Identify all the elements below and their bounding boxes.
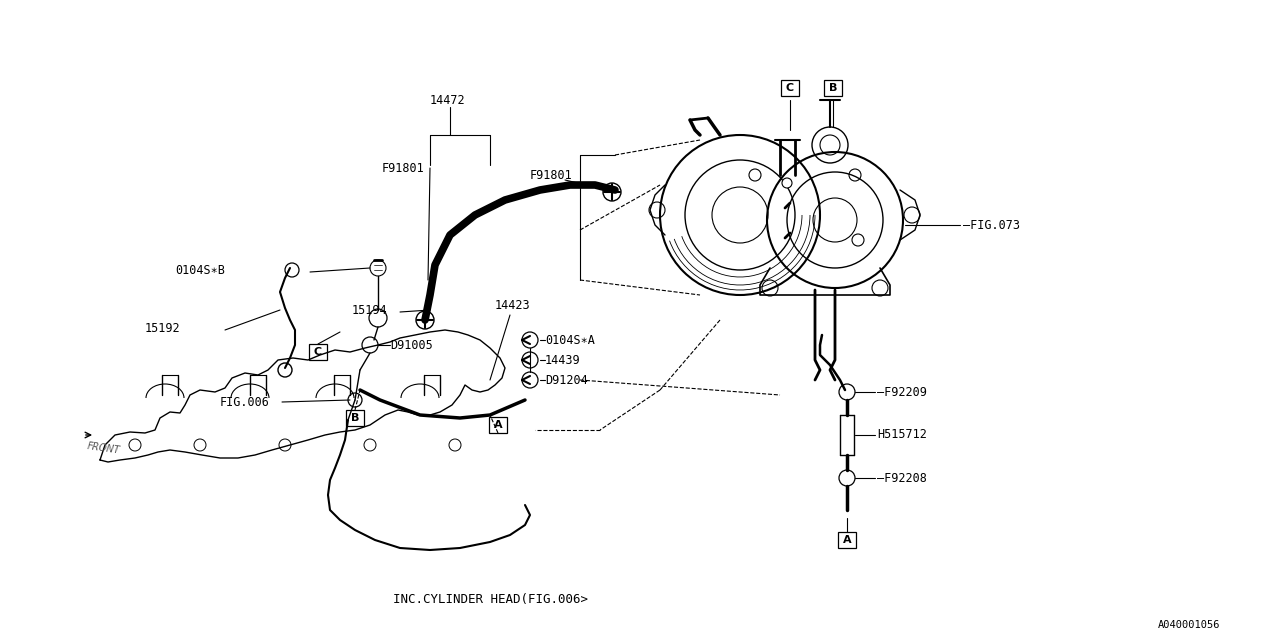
Circle shape <box>416 311 434 329</box>
Circle shape <box>522 372 538 388</box>
Bar <box>838 532 856 548</box>
Text: 15192: 15192 <box>145 321 180 335</box>
Text: D91204: D91204 <box>545 374 588 387</box>
Circle shape <box>522 352 538 368</box>
Text: B: B <box>351 413 360 423</box>
Bar <box>346 410 364 426</box>
Text: —F92209: —F92209 <box>877 385 927 399</box>
Circle shape <box>603 183 621 201</box>
Text: INC.CYLINDER HEAD(FIG.006>: INC.CYLINDER HEAD(FIG.006> <box>393 593 588 607</box>
Text: FIG.006: FIG.006 <box>220 396 270 408</box>
Text: FRONT: FRONT <box>86 441 120 455</box>
Text: —F92208: —F92208 <box>877 472 927 484</box>
Text: B: B <box>829 83 837 93</box>
Text: A: A <box>842 535 851 545</box>
Text: 0104S∗B: 0104S∗B <box>175 264 225 276</box>
Text: C: C <box>786 83 794 93</box>
Text: D91005: D91005 <box>390 339 433 351</box>
Text: 14472: 14472 <box>430 93 466 106</box>
Text: A040001056: A040001056 <box>1157 620 1220 630</box>
Text: F91801: F91801 <box>381 161 425 175</box>
Text: 0104S∗A: 0104S∗A <box>545 333 595 346</box>
Bar <box>489 417 507 433</box>
Text: 14423: 14423 <box>495 298 531 312</box>
Text: A: A <box>494 420 502 430</box>
Circle shape <box>370 260 387 276</box>
Text: F91801: F91801 <box>530 168 572 182</box>
Bar <box>824 80 842 96</box>
Text: —FIG.073: —FIG.073 <box>963 218 1020 232</box>
Text: 15194: 15194 <box>352 303 388 317</box>
Text: 14439: 14439 <box>545 353 581 367</box>
Circle shape <box>522 332 538 348</box>
Circle shape <box>782 178 792 188</box>
Text: H515712: H515712 <box>877 429 927 442</box>
Bar <box>781 80 799 96</box>
Text: C: C <box>314 347 323 357</box>
Bar <box>308 344 326 360</box>
